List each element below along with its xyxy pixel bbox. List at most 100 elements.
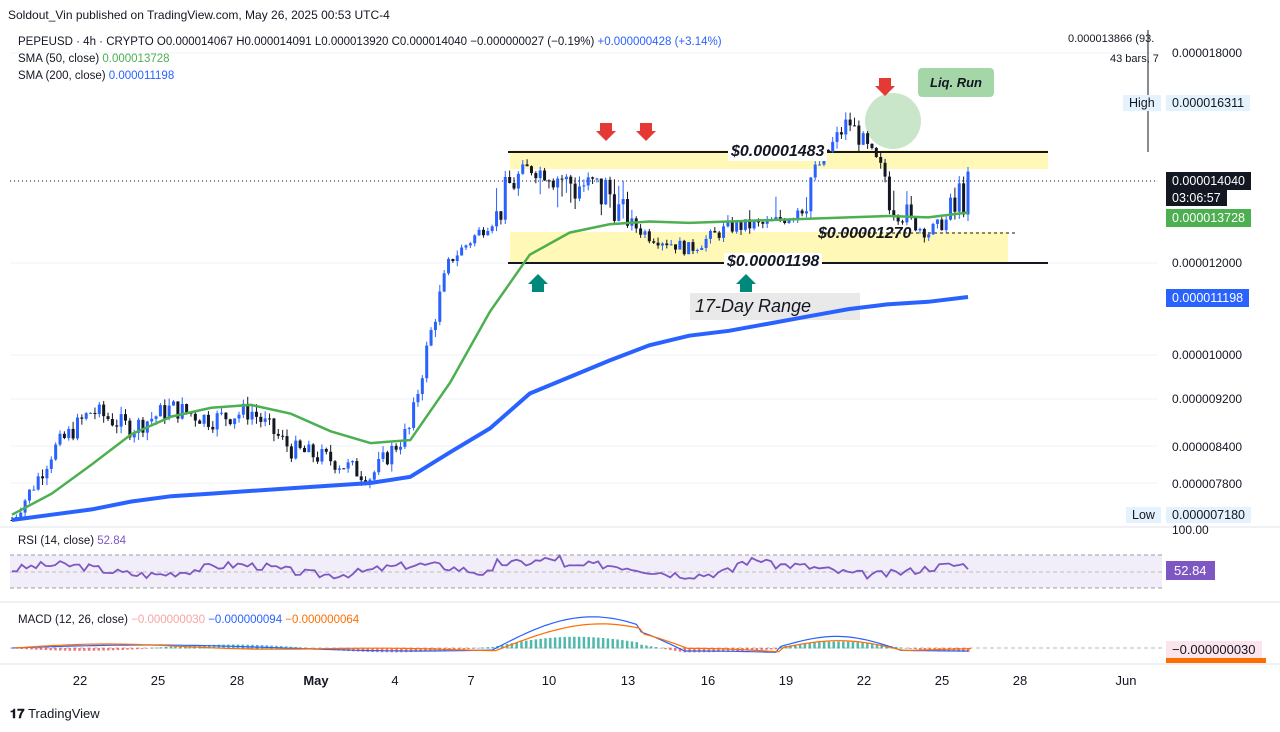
- sma50-legend[interactable]: SMA (50, close) 0.000013728: [18, 53, 170, 65]
- price-tick: 0.000018000: [1172, 46, 1243, 60]
- candle-body: [377, 459, 381, 473]
- candle-body: [839, 132, 843, 135]
- macd-hist-bar: [755, 648, 759, 651]
- candle-body: [525, 164, 529, 167]
- candle-body: [752, 221, 756, 229]
- time-axis-label: 22: [856, 673, 872, 688]
- candle-body: [298, 440, 302, 448]
- candle-body: [394, 445, 398, 450]
- candle-body: [935, 219, 939, 224]
- candle-body: [215, 413, 219, 430]
- high-label: High: [1123, 95, 1161, 111]
- candle-body: [940, 219, 944, 231]
- macd-hist-bar: [779, 646, 783, 649]
- price-tick: 0.000007800: [1172, 477, 1243, 491]
- candle-body: [599, 178, 603, 205]
- sma200-legend[interactable]: SMA (200, close) 0.000011198: [18, 70, 174, 82]
- candle-body: [966, 171, 970, 215]
- candle-body: [84, 413, 88, 419]
- candle-body: [787, 219, 791, 224]
- mid-level-label: $0.00001270: [818, 225, 912, 242]
- candle-body: [206, 414, 210, 427]
- candle-body: [748, 219, 752, 229]
- price-tick: 0.000012000: [1172, 256, 1243, 270]
- candle-body: [586, 177, 590, 186]
- candle-body: [237, 414, 241, 419]
- macd-hist-bar: [515, 642, 518, 649]
- candle-body: [224, 412, 228, 420]
- macd-hist-bar: [59, 648, 62, 651]
- macd-hist-bar: [49, 648, 52, 651]
- candle-body: [442, 273, 446, 292]
- macd-hist-bar: [577, 636, 581, 649]
- macd-hist-bar: [909, 648, 912, 649]
- candle-body: [761, 222, 765, 224]
- macd-hist-bar: [832, 641, 835, 649]
- candle-body: [115, 425, 119, 427]
- candle-body: [905, 204, 909, 223]
- macd-hist-bar: [549, 637, 552, 649]
- time-axis-label: 28: [1012, 673, 1028, 688]
- macd-line-value: −0.000000094: [208, 614, 283, 626]
- candle-body: [804, 211, 808, 214]
- macd-hist-bar: [606, 638, 610, 649]
- candle-body: [591, 177, 595, 179]
- macd-hist-bar: [39, 648, 43, 650]
- candle-body: [32, 489, 36, 491]
- candle-body: [848, 119, 852, 126]
- macd-hist-bar: [111, 648, 115, 651]
- candle-body: [281, 435, 285, 437]
- macd-hist-bar: [601, 637, 605, 649]
- candle-body: [123, 414, 127, 421]
- macd-legend[interactable]: MACD (12, 26, close) −0.000000030 −0.000…: [18, 614, 359, 626]
- candle-body: [660, 243, 664, 246]
- footer-brand: 𝟏𝟕 TradingView: [10, 706, 100, 722]
- candle-body: [399, 446, 403, 450]
- macd-hist-bar: [582, 636, 586, 649]
- candle-body: [560, 178, 564, 180]
- macd-hist-bar: [856, 642, 860, 649]
- macd-signal-value: −0.000000064: [285, 614, 360, 626]
- candle-body: [272, 418, 276, 434]
- candle-body: [857, 125, 861, 145]
- rsi-legend[interactable]: RSI (14, close) 52.84: [18, 535, 126, 547]
- candle-body: [874, 147, 878, 157]
- candle-body: [202, 414, 206, 424]
- macd-hist-bar: [280, 646, 283, 649]
- macd-hist-bar: [798, 644, 802, 649]
- macd-hist-bar: [164, 646, 168, 649]
- candle-body: [307, 444, 311, 453]
- candle-body: [717, 232, 721, 238]
- macd-value-tag: −0.000000030: [1166, 641, 1262, 658]
- macd-hist-bar: [904, 647, 908, 649]
- macd-hist-bar: [621, 640, 624, 649]
- symbol-legend[interactable]: PEPEUSD · 4h · CRYPTO O0.000014067 H0.00…: [18, 36, 722, 48]
- macd-hist-bar: [611, 638, 615, 649]
- candle-body: [652, 241, 656, 243]
- macd-hist-bar: [159, 647, 163, 649]
- macd-hist-bar: [870, 643, 874, 649]
- macd-hist-bar: [135, 648, 139, 650]
- candle-body: [311, 444, 315, 458]
- candle-body: [730, 220, 734, 232]
- candle-body: [665, 243, 669, 246]
- candle-body: [547, 180, 551, 182]
- candle-body: [656, 242, 660, 246]
- candle-body: [695, 249, 699, 251]
- macd-hist-bar: [962, 648, 965, 652]
- price-tick: 0.000009200: [1172, 392, 1243, 406]
- signal-line: [14, 623, 972, 653]
- macd-hist-bar: [520, 641, 523, 649]
- macd-hist-bar: [813, 642, 816, 649]
- candle-body: [765, 220, 769, 224]
- macd-hist-bar: [837, 641, 840, 649]
- macd-hist-bar: [390, 648, 394, 653]
- macd-hist-bar: [678, 648, 682, 652]
- macd-hist-bar: [573, 636, 576, 649]
- macd-hist-bar: [284, 646, 288, 649]
- macd-hist-bar: [419, 648, 422, 652]
- candle-body: [678, 240, 682, 250]
- sma200-value: 0.000011198: [108, 70, 175, 82]
- time-axis-label: 25: [934, 673, 950, 688]
